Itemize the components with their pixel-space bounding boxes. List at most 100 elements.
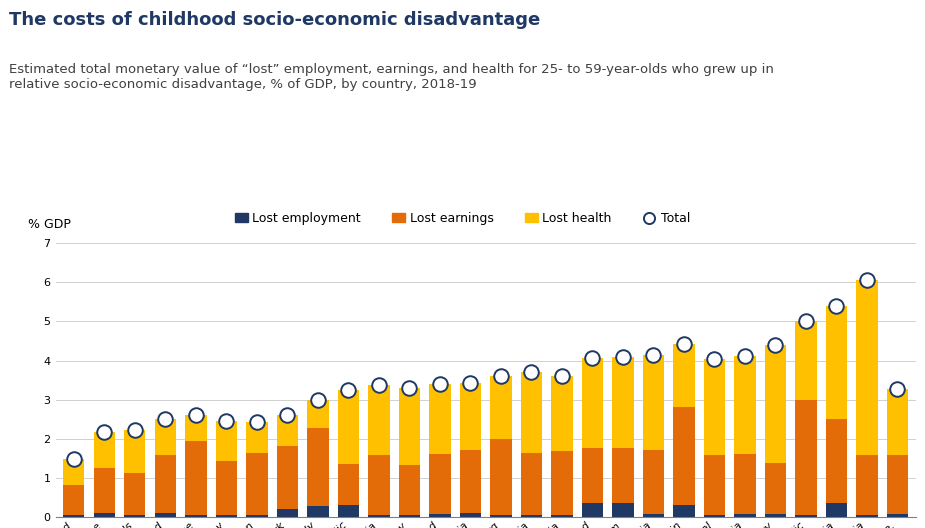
- Point: [707, 354, 722, 363]
- Bar: [796, 400, 817, 515]
- Bar: [338, 505, 359, 517]
- Bar: [63, 515, 84, 517]
- Bar: [765, 345, 786, 463]
- Bar: [124, 473, 145, 515]
- Bar: [796, 322, 817, 400]
- Point: [67, 455, 81, 464]
- Bar: [490, 376, 512, 439]
- Point: [829, 301, 844, 310]
- Bar: [551, 376, 573, 451]
- Bar: [429, 384, 450, 454]
- Point: [493, 372, 508, 381]
- Legend: Lost employment, Lost earnings, Lost health, Total: Lost employment, Lost earnings, Lost hea…: [230, 207, 695, 230]
- Bar: [307, 428, 328, 506]
- Bar: [734, 454, 756, 514]
- Point: [524, 368, 538, 376]
- Bar: [612, 448, 634, 503]
- Point: [737, 352, 752, 361]
- Bar: [490, 439, 512, 515]
- Bar: [368, 385, 389, 455]
- Bar: [124, 515, 145, 517]
- Bar: [826, 306, 847, 419]
- Bar: [399, 465, 420, 515]
- Bar: [490, 515, 512, 517]
- Bar: [521, 372, 542, 452]
- Bar: [673, 407, 695, 505]
- Bar: [887, 514, 908, 517]
- Bar: [399, 388, 420, 465]
- Bar: [704, 455, 725, 515]
- Bar: [307, 400, 328, 428]
- Point: [433, 380, 448, 388]
- Point: [341, 386, 356, 394]
- Point: [128, 426, 142, 434]
- Bar: [582, 448, 603, 503]
- Bar: [796, 515, 817, 517]
- Bar: [307, 506, 328, 517]
- Point: [219, 417, 234, 426]
- Bar: [643, 449, 664, 514]
- Point: [97, 428, 112, 437]
- Bar: [154, 455, 176, 513]
- Point: [554, 372, 569, 381]
- Point: [311, 395, 326, 404]
- Bar: [246, 422, 267, 452]
- Bar: [765, 514, 786, 517]
- Point: [615, 353, 630, 362]
- Bar: [429, 514, 450, 517]
- Point: [646, 351, 660, 359]
- Bar: [185, 416, 206, 441]
- Text: % GDP: % GDP: [28, 218, 71, 231]
- Bar: [826, 419, 847, 503]
- Bar: [216, 515, 237, 517]
- Bar: [429, 454, 450, 514]
- Point: [798, 317, 813, 326]
- Bar: [246, 515, 267, 517]
- Point: [402, 383, 417, 392]
- Bar: [857, 455, 878, 515]
- Bar: [826, 503, 847, 517]
- Bar: [460, 450, 481, 513]
- Bar: [734, 514, 756, 517]
- Point: [280, 410, 295, 419]
- Bar: [551, 451, 573, 515]
- Text: The costs of childhood socio-economic disadvantage: The costs of childhood socio-economic di…: [9, 11, 540, 29]
- Bar: [185, 515, 206, 517]
- Point: [463, 378, 478, 386]
- Bar: [857, 280, 878, 455]
- Bar: [704, 359, 725, 455]
- Bar: [857, 515, 878, 517]
- Bar: [582, 503, 603, 517]
- Bar: [643, 355, 664, 449]
- Bar: [399, 515, 420, 517]
- Bar: [643, 514, 664, 517]
- Bar: [63, 459, 84, 485]
- Bar: [63, 485, 84, 515]
- Bar: [368, 455, 389, 515]
- Bar: [551, 515, 573, 517]
- Point: [189, 411, 204, 420]
- Bar: [368, 515, 389, 517]
- Text: Estimated total monetary value of “lost” employment, earnings, and health for 25: Estimated total monetary value of “lost”…: [9, 63, 774, 91]
- Bar: [582, 358, 603, 448]
- Bar: [338, 390, 359, 464]
- Bar: [124, 430, 145, 473]
- Point: [250, 418, 265, 426]
- Bar: [765, 463, 786, 514]
- Bar: [887, 455, 908, 514]
- Point: [676, 340, 691, 348]
- Bar: [216, 461, 237, 515]
- Bar: [338, 464, 359, 505]
- Point: [585, 354, 599, 362]
- Bar: [93, 468, 115, 513]
- Bar: [93, 432, 115, 468]
- Bar: [460, 513, 481, 517]
- Bar: [734, 356, 756, 454]
- Bar: [612, 357, 634, 448]
- Point: [372, 381, 387, 389]
- Bar: [673, 344, 695, 407]
- Bar: [216, 421, 237, 461]
- Point: [768, 341, 783, 349]
- Bar: [185, 441, 206, 515]
- Bar: [521, 515, 542, 517]
